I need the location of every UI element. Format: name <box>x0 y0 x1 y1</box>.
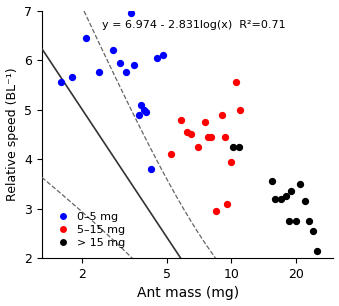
> 15 mg <box>310 229 315 233</box>
5–15 mg <box>238 107 243 112</box>
5–15 mg <box>196 144 201 149</box>
> 15 mg <box>288 189 294 194</box>
5–15 mg <box>184 129 190 134</box>
> 15 mg <box>231 144 236 149</box>
5–15 mg <box>214 209 219 214</box>
> 15 mg <box>286 218 291 223</box>
> 15 mg <box>298 181 303 186</box>
0–5 mg <box>131 63 137 68</box>
0–5 mg <box>58 80 64 85</box>
> 15 mg <box>278 196 283 201</box>
0–5 mg <box>111 48 116 53</box>
5–15 mg <box>178 117 183 122</box>
X-axis label: Ant mass (mg): Ant mass (mg) <box>137 286 239 300</box>
5–15 mg <box>224 201 229 206</box>
0–5 mg <box>96 70 101 75</box>
0–5 mg <box>141 107 146 112</box>
0–5 mg <box>143 110 149 114</box>
0–5 mg <box>84 35 89 40</box>
5–15 mg <box>208 134 213 139</box>
> 15 mg <box>302 199 307 204</box>
> 15 mg <box>236 144 241 149</box>
0–5 mg <box>136 112 142 117</box>
5–15 mg <box>188 132 194 137</box>
5–15 mg <box>168 152 173 157</box>
0–5 mg <box>69 75 75 80</box>
> 15 mg <box>283 194 289 199</box>
5–15 mg <box>233 80 239 85</box>
> 15 mg <box>270 179 275 184</box>
> 15 mg <box>272 196 278 201</box>
5–15 mg <box>205 134 211 139</box>
0–5 mg <box>139 102 144 107</box>
5–15 mg <box>219 112 224 117</box>
> 15 mg <box>306 218 312 223</box>
Y-axis label: Relative speed (BL⁻¹): Relative speed (BL⁻¹) <box>5 68 19 201</box>
> 15 mg <box>293 218 298 223</box>
Legend: 0–5 mg, 5–15 mg, > 15 mg: 0–5 mg, 5–15 mg, > 15 mg <box>47 207 130 253</box>
0–5 mg <box>148 166 154 171</box>
Text: y = 6.974 - 2.831log(x)  R²=0.71: y = 6.974 - 2.831log(x) R²=0.71 <box>102 21 285 31</box>
0–5 mg <box>123 70 128 75</box>
0–5 mg <box>117 60 122 65</box>
> 15 mg <box>314 248 319 253</box>
5–15 mg <box>222 134 227 139</box>
0–5 mg <box>160 53 166 58</box>
5–15 mg <box>229 159 234 164</box>
0–5 mg <box>155 55 160 60</box>
5–15 mg <box>202 120 207 125</box>
0–5 mg <box>128 11 134 16</box>
